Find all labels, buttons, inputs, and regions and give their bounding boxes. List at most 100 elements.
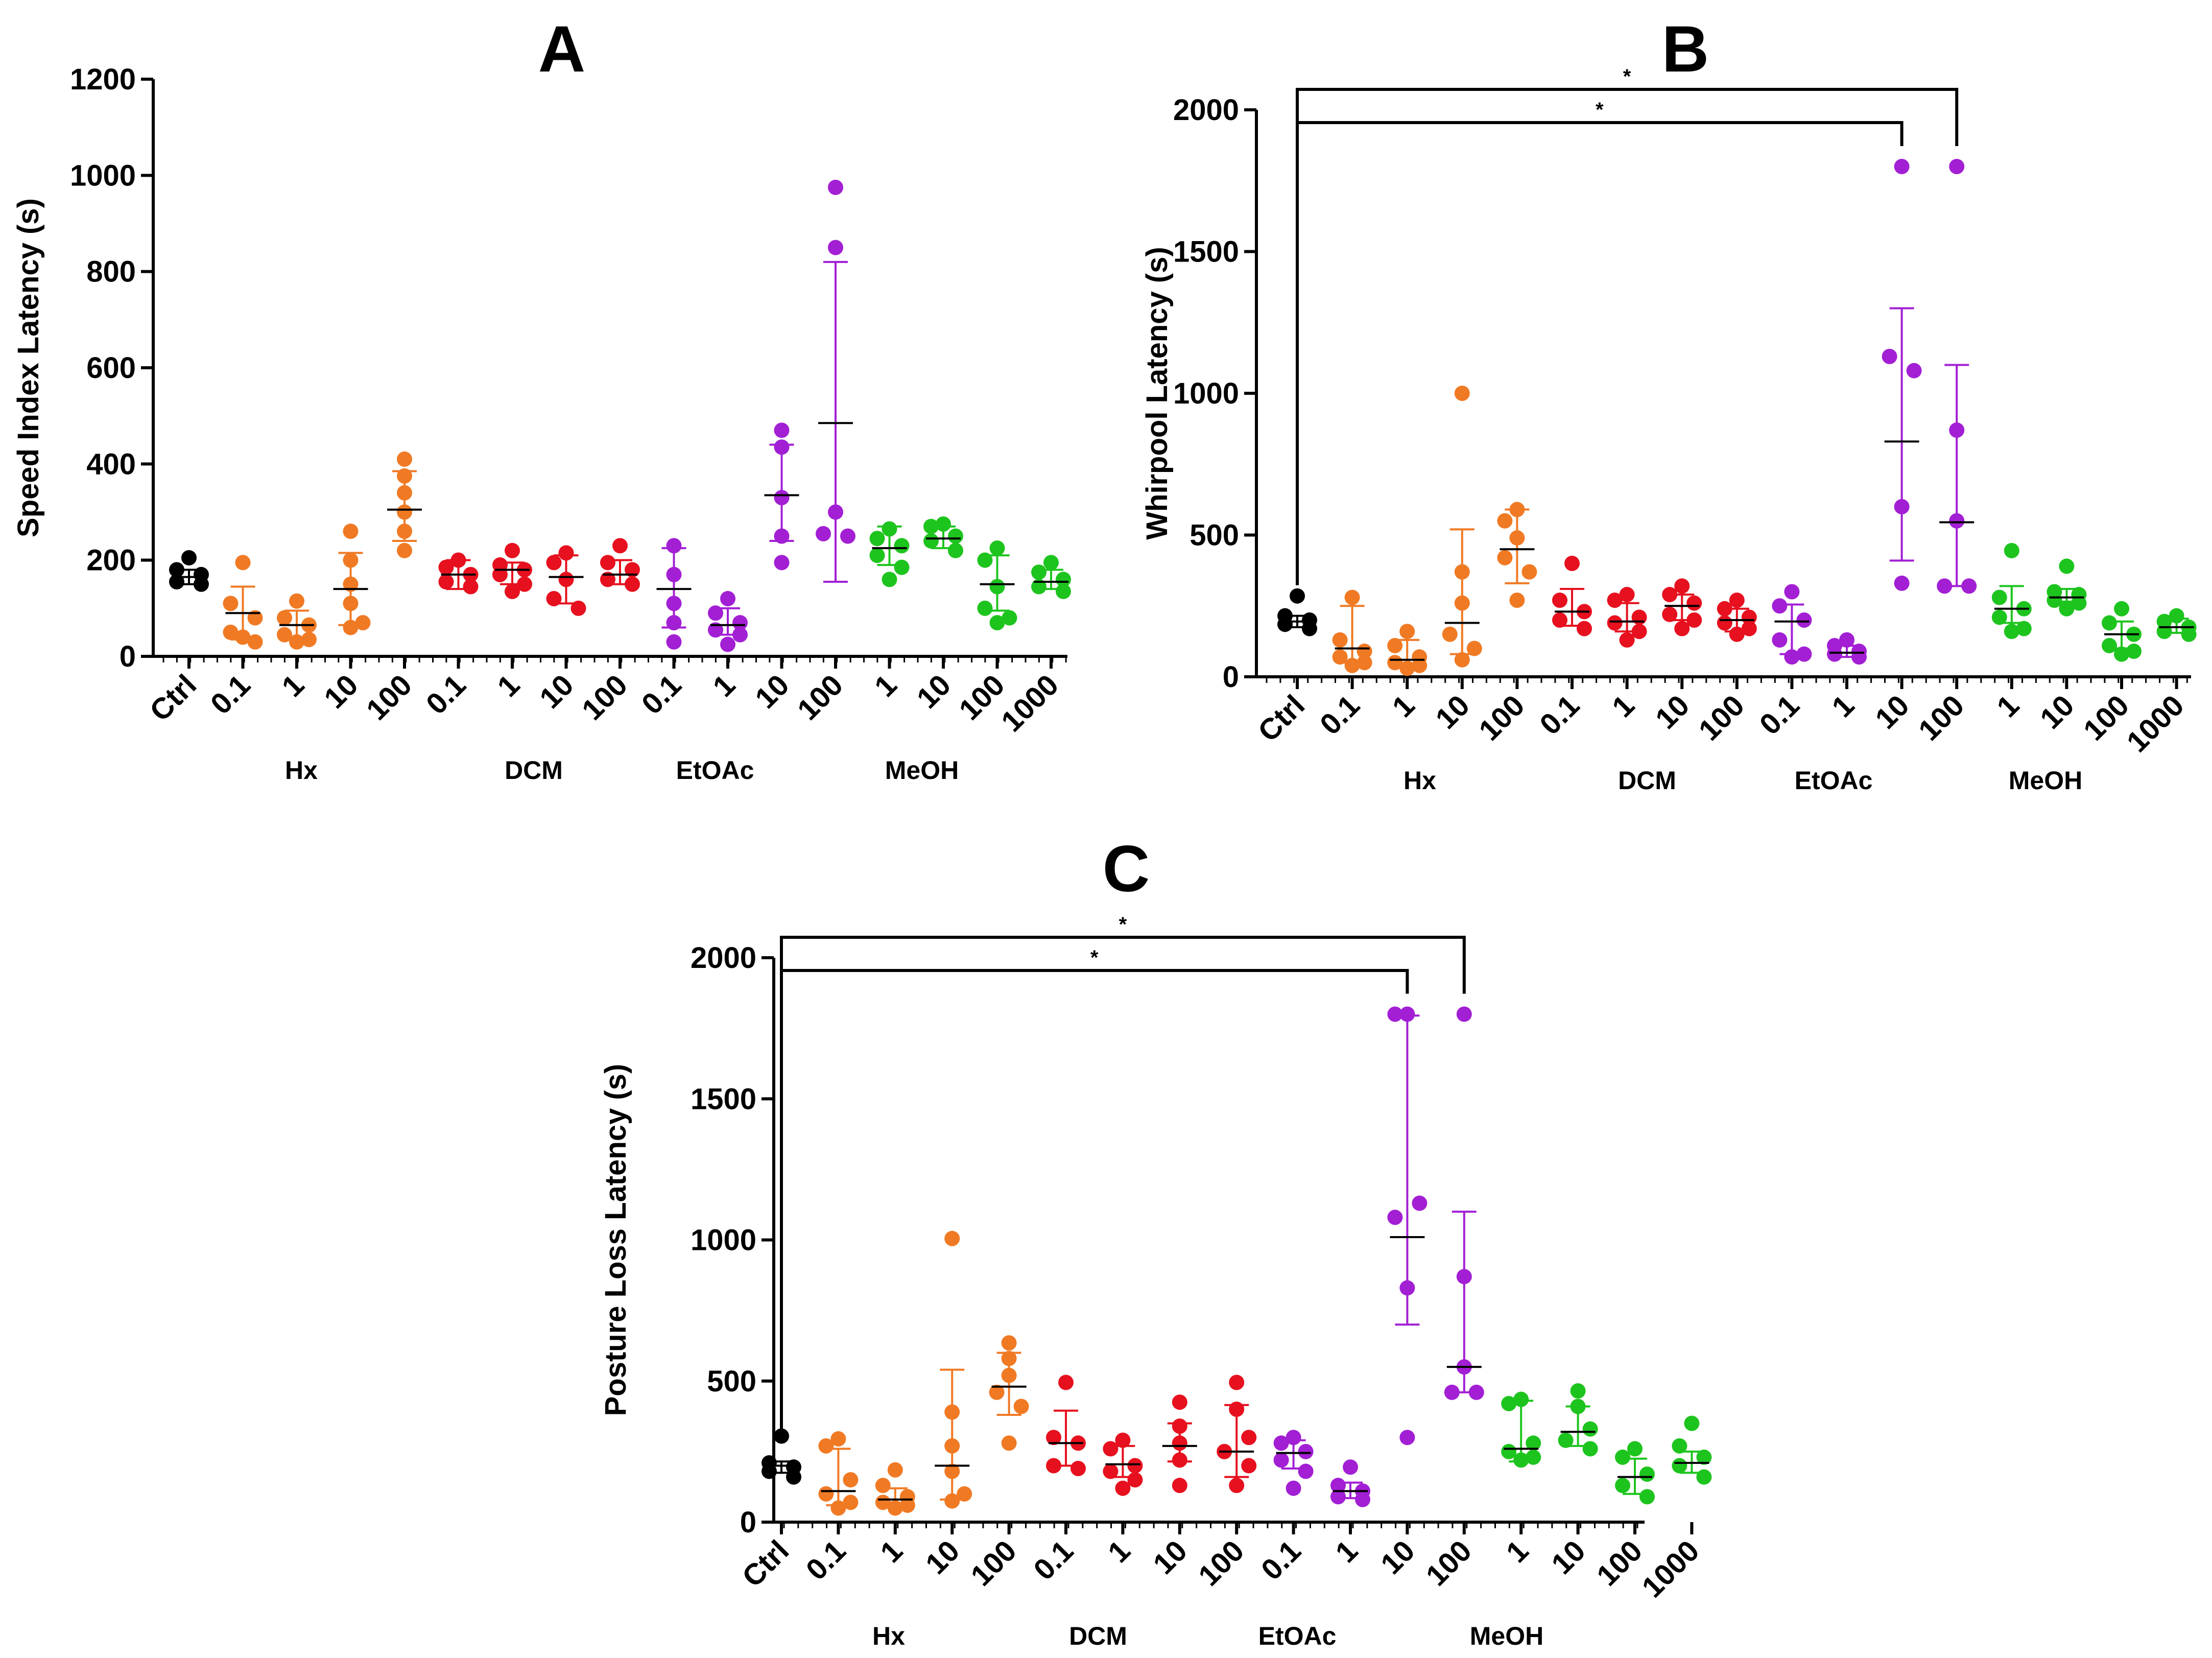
data-point [1509,593,1525,608]
data-point [1949,422,1965,438]
data-series [438,552,479,595]
data-series [600,538,640,592]
data-point [438,559,454,575]
data-series [708,591,748,652]
data-point [1639,1489,1655,1505]
data-point [1717,615,1732,631]
data-point [666,538,682,554]
data-point [1229,1375,1245,1390]
x-tick-label: 10 [911,668,958,715]
data-point [1298,1463,1314,1479]
data-point [774,422,790,438]
data-series [977,540,1017,631]
data-point [1013,1399,1029,1414]
data-series [1672,1415,1712,1485]
data-point [843,1495,859,1510]
data-point [1521,564,1537,580]
data-point [505,583,520,599]
data-series [169,550,209,592]
panel-label: A [538,13,585,86]
data-point [957,1486,972,1502]
data-point [277,627,292,643]
data-point [2059,601,2075,617]
data-point [1696,1449,1712,1465]
x-tick-label: 1 [1606,689,1641,724]
significance-star: * [1596,99,1604,121]
data-point [1497,513,1513,529]
data-point [1772,598,1788,614]
data-point [2169,608,2184,624]
data-point [977,600,993,616]
x-tick-label: 1 [706,668,742,703]
data-point [882,572,897,587]
y-axis-label: Whirpool Latency (s) [1140,247,1174,540]
data-point [397,542,412,558]
data-point [1466,641,1482,656]
data-point [944,1438,960,1454]
data-point [1127,1472,1143,1488]
data-point [397,504,412,520]
y-tick-label: 1500 [691,1082,756,1116]
x-tick-label: 1 [491,668,526,703]
data-point [463,579,479,595]
data-point [1552,593,1567,608]
data-point [1001,1435,1017,1451]
data-series [2156,608,2197,642]
data-series [1827,632,1867,665]
data-point [546,591,562,606]
data-series [764,422,799,571]
y-tick-label: 2000 [1173,93,1239,127]
data-point [828,240,843,255]
panel-b: B 0 500 1000 1500 2000 Whirpool Latency (s) Ctr… [1140,13,2197,795]
data-series [1444,1006,1484,1400]
data-point [666,596,682,611]
x-tick-label: 10 [533,668,580,715]
data-point [1672,1438,1687,1454]
x-tick-label: 100 [1192,1534,1250,1592]
group-label: EtOAc [1795,766,1873,795]
data-point [1631,609,1647,625]
data-point [546,555,562,571]
data-point [1882,348,1897,364]
x-tick-label: 1 [275,668,311,703]
data-series [1882,159,1922,591]
data-series [1442,386,1482,668]
significance-star: * [1090,946,1099,969]
group-label: MeOH [2009,766,2082,795]
x-tick-label: 0.1 [420,668,472,721]
x-tick-label: Ctrl [1252,689,1312,748]
significance-bracket [780,936,1466,1431]
data-point [989,1384,1005,1400]
x-tick-label: 100 [1420,1534,1478,1592]
data-point [1277,617,1293,632]
data-point [1526,1435,1541,1451]
data-point [223,596,239,611]
significance-star: * [1623,65,1631,88]
x-tick-label: 10 [1429,689,1476,736]
data-series [1387,1006,1428,1446]
data-point [1627,1441,1643,1457]
data-series [1330,1459,1370,1507]
data-point [1729,593,1745,608]
data-point [1355,1491,1370,1507]
data-series [2102,601,2142,662]
data-point [774,528,790,544]
data-point [570,600,586,616]
data-series [1273,1430,1314,1496]
data-point [1839,632,1854,648]
data-point [1286,1480,1301,1496]
data-point [1071,1461,1086,1477]
group-label: DCM [505,756,563,785]
data-point [343,596,359,611]
data-point [666,566,682,582]
data-point [612,538,628,554]
data-series [1558,1383,1598,1457]
data-point [505,542,520,558]
y-tick-label: 800 [86,255,136,289]
data-point [1662,587,1678,603]
data-series [869,521,910,587]
data-point [1172,1478,1187,1494]
data-point [1399,1280,1415,1296]
group-label: EtOAc [676,756,754,785]
